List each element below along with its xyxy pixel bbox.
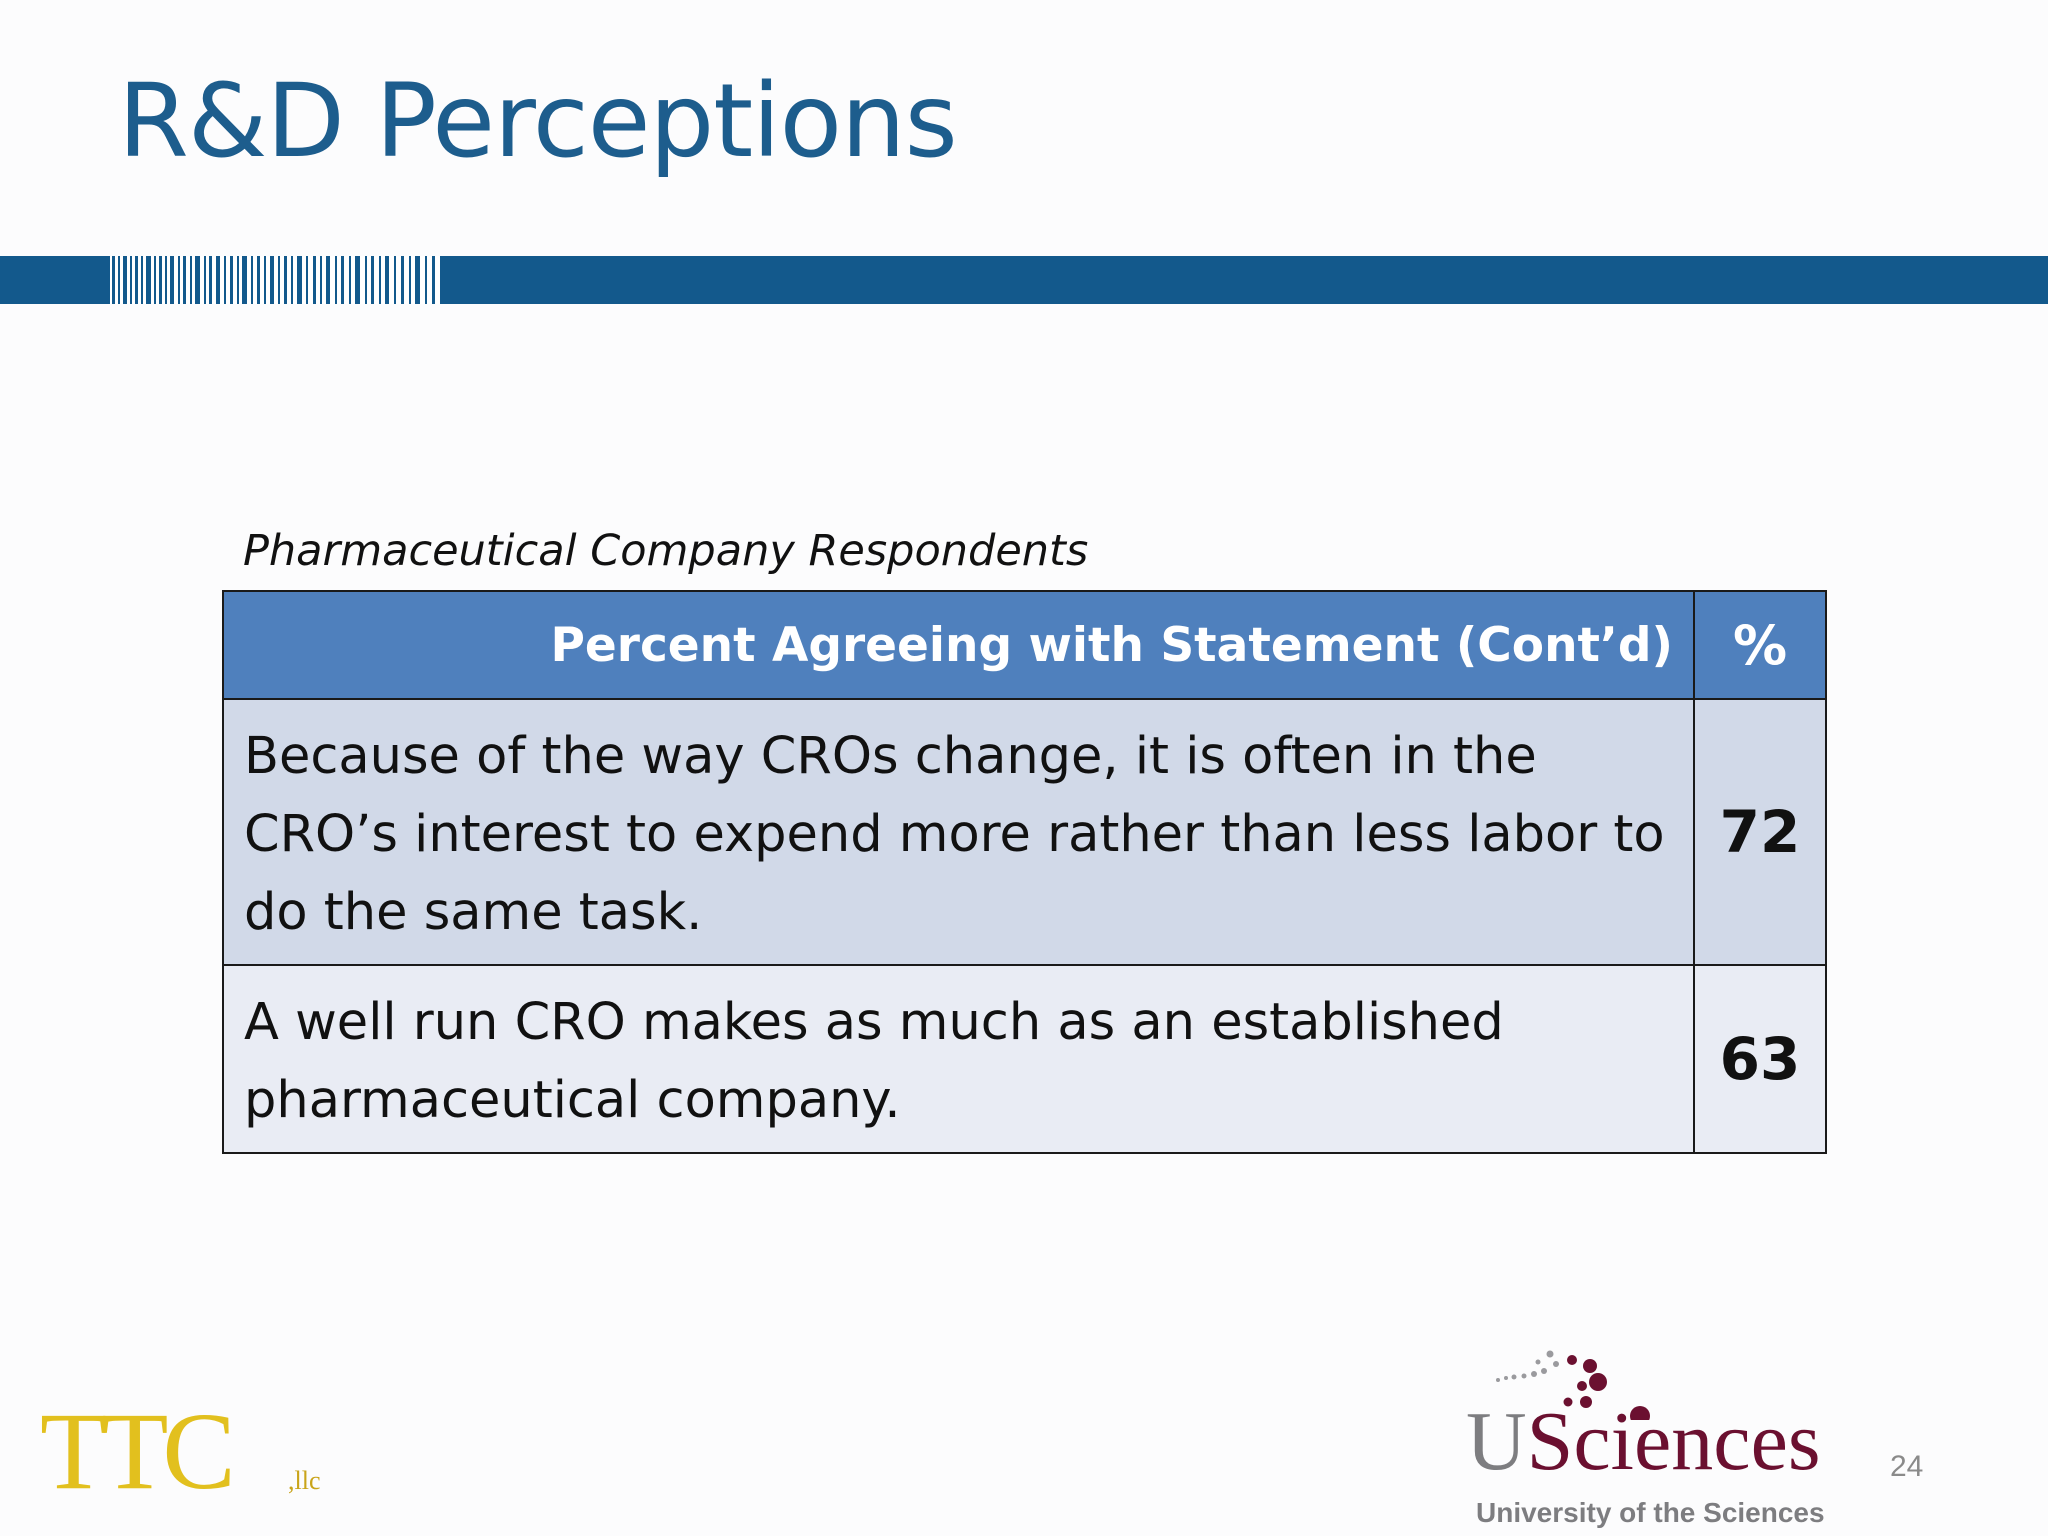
page-number: 24: [1890, 1450, 1924, 1483]
statement-cell: A well run CRO makes as much as an estab…: [222, 964, 1695, 1154]
usciences-tagline: University of the Sciences: [1476, 1497, 1825, 1528]
survey-table: Percent Agreeing with Statement (Cont’d)…: [222, 590, 1827, 1154]
ttc-logo-suffix: ,llc: [288, 1466, 321, 1495]
percent-column-header: %: [1693, 590, 1827, 700]
table-caption: Pharmaceutical Company Respondents: [243, 526, 1089, 576]
table-header-row: Percent Agreeing with Statement (Cont’d)…: [222, 590, 1827, 700]
table-row: Because of the way CROs change, it is of…: [222, 698, 1827, 966]
table-row: A well run CRO makes as much as an estab…: [222, 964, 1827, 1154]
slide-title: R&D Perceptions: [118, 62, 958, 181]
statement-column-header: Percent Agreeing with Statement (Cont’d): [222, 590, 1695, 700]
usciences-dots-icon: [1496, 1350, 1650, 1420]
percent-value-cell: 72: [1693, 698, 1827, 966]
barcode-decoration: [110, 256, 444, 304]
statement-cell: Because of the way CROs change, it is of…: [222, 698, 1695, 966]
usciences-logo: USciences: [1466, 1395, 1821, 1488]
ttc-logo: TTC: [40, 1390, 236, 1512]
percent-value-cell: 63: [1693, 964, 1827, 1154]
